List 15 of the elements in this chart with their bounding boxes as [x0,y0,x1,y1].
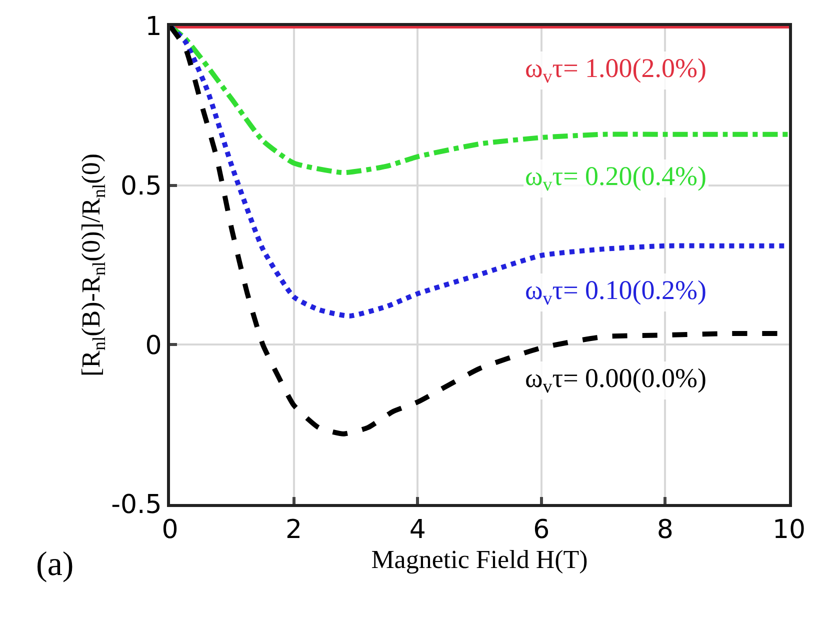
y-tick-label: 1 [145,12,162,42]
x-axis-title: Magnetic Field H(T) [371,545,588,574]
y-tick-label: 0.5 [120,171,162,202]
series-label: ω$_{v}$τ= 0.00(0.0%) [525,363,707,398]
series-label: ω$_{v}$τ= 0.20(0.4%) [525,161,707,196]
y-tick-label: 0 [145,330,162,361]
series-label: ω$_{v}$τ= 0.10(0.2%) [525,275,707,310]
series-label: ω$_{v}$τ= 1.00(2.0%) [525,53,707,88]
x-tick-label: 10 [772,515,806,546]
text: (a) [36,546,74,583]
x-tick-label: 6 [533,515,550,546]
x-tick-label: 8 [656,515,674,546]
y-tick-label: -0.5 [111,490,162,520]
x-tick-label: 4 [409,515,426,546]
x-tick-label: 2 [286,515,302,546]
